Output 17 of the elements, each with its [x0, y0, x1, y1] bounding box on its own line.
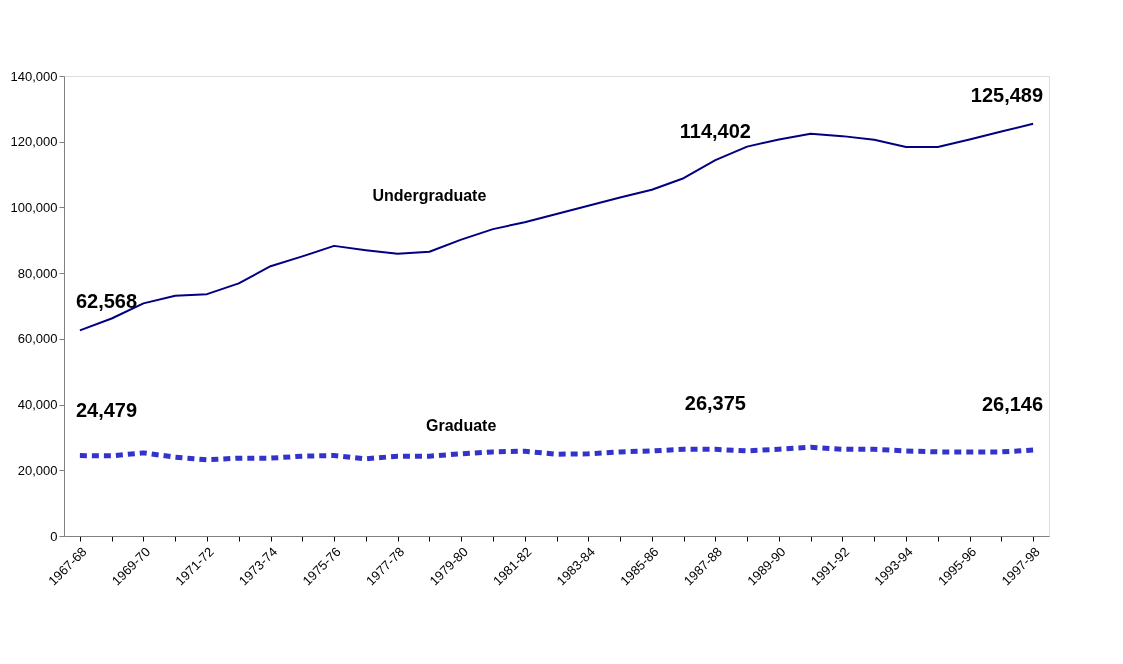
y-tick-label: 0 [50, 528, 58, 544]
y-tick-label: 60,000 [17, 331, 58, 347]
y-tick-label: 80,000 [17, 265, 58, 281]
data-label: 24,479 [75, 398, 138, 421]
series-label: Graduate [426, 416, 497, 434]
line-series [78, 122, 1035, 332]
data-label: 62,568 [75, 290, 138, 313]
data-label: 26,146 [981, 393, 1044, 416]
data-label: 125,489 [970, 83, 1044, 106]
series-label: Undergraduate [372, 186, 487, 204]
y-tick-label: 100,000 [10, 199, 58, 215]
y-tick-label: 120,000 [10, 134, 58, 150]
y-tick-label: 40,000 [17, 397, 58, 413]
data-label: 114,402 [679, 120, 751, 143]
data-label: 26,375 [684, 392, 746, 415]
y-tick-label: 140,000 [10, 68, 58, 84]
y-tick-label: 20,000 [17, 462, 58, 478]
